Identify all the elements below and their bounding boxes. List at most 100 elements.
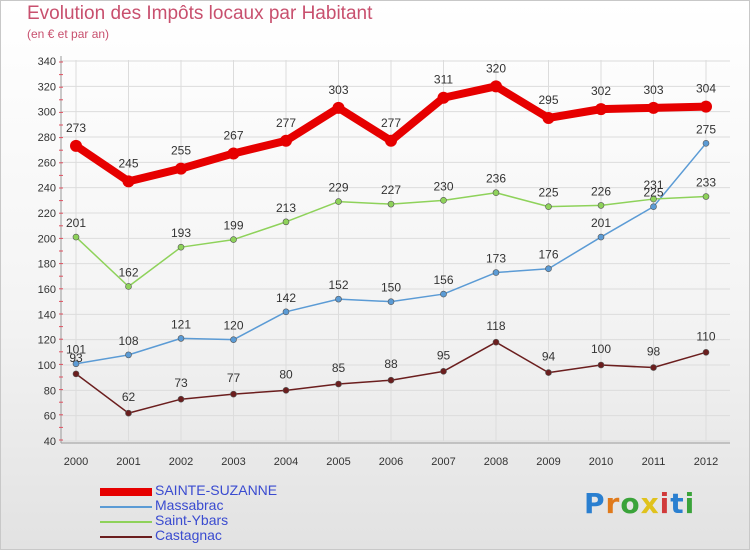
y-tick-label: 260 bbox=[38, 157, 56, 169]
y-tick-label: 300 bbox=[38, 107, 56, 119]
legend-label: Castagnac bbox=[155, 527, 222, 543]
data-label-sainte-suzanne: 302 bbox=[591, 84, 611, 98]
data-label-castagnac: 88 bbox=[384, 357, 398, 371]
data-label-castagnac: 80 bbox=[279, 367, 293, 381]
y-tick-label: 140 bbox=[38, 309, 56, 321]
data-point-massabrac bbox=[230, 336, 237, 343]
data-point-sainte-suzanne bbox=[332, 101, 345, 114]
data-label-massabrac: 173 bbox=[486, 252, 506, 266]
chart-title: Evolution des Impôts locaux par Habitant bbox=[27, 3, 373, 24]
data-label-saint-ybars: 225 bbox=[538, 186, 558, 200]
proxiti-logo: Proxiti bbox=[584, 487, 696, 520]
data-point-sainte-suzanne bbox=[647, 101, 660, 114]
data-label-saint-ybars: 233 bbox=[696, 176, 716, 190]
data-label-saint-ybars: 162 bbox=[118, 265, 138, 279]
y-tick-label: 120 bbox=[38, 335, 56, 347]
data-point-sainte-suzanne bbox=[595, 103, 607, 116]
data-label-massabrac: 275 bbox=[696, 122, 716, 136]
data-label-castagnac: 118 bbox=[486, 319, 505, 333]
data-point-massabrac bbox=[702, 140, 710, 147]
data-point-castagnac bbox=[492, 338, 500, 346]
data-point-castagnac bbox=[440, 368, 447, 375]
x-tick-label: 2009 bbox=[536, 456, 560, 468]
x-tick-label: 2004 bbox=[274, 456, 298, 468]
grid-layer bbox=[61, 60, 730, 442]
data-label-castagnac: 94 bbox=[542, 350, 556, 364]
data-point-sainte-suzanne bbox=[542, 111, 555, 124]
data-point-sainte-suzanne bbox=[227, 147, 240, 160]
y-tick-label: 280 bbox=[38, 132, 56, 144]
data-point-massabrac bbox=[440, 290, 447, 298]
data-label-castagnac: 110 bbox=[696, 329, 715, 343]
x-tick-label: 2008 bbox=[484, 456, 508, 468]
chart-subtitle: (en € et par an) bbox=[27, 27, 110, 41]
data-point-massabrac bbox=[492, 269, 500, 276]
legend-swatch bbox=[100, 521, 152, 523]
legend-label: SAINTE-SUZANNE bbox=[155, 482, 278, 498]
data-point-massabrac bbox=[597, 233, 605, 241]
data-label-castagnac: 62 bbox=[122, 390, 136, 404]
labels-layer: 40 60 80 100 120 140 160 180 200 220 240 260 280 300 3… bbox=[38, 56, 719, 468]
data-label-sainte-suzanne: 273 bbox=[66, 121, 86, 135]
data-point-massabrac bbox=[125, 351, 132, 359]
data-label-massabrac: 120 bbox=[223, 319, 243, 333]
data-point-sainte-suzanne bbox=[122, 175, 135, 188]
data-label-sainte-suzanne: 245 bbox=[118, 156, 138, 170]
data-point-massabrac bbox=[545, 265, 552, 273]
data-label-saint-ybars: 213 bbox=[276, 201, 296, 215]
data-label-saint-ybars: 199 bbox=[223, 219, 243, 233]
data-point-castagnac bbox=[230, 390, 237, 398]
y-tick-label: 240 bbox=[38, 183, 56, 195]
data-label-saint-ybars: 229 bbox=[328, 181, 348, 195]
data-point-castagnac bbox=[335, 380, 342, 388]
y-tick-label: 220 bbox=[38, 208, 56, 220]
y-tick-label: 200 bbox=[38, 233, 56, 245]
data-label-saint-ybars: 226 bbox=[591, 184, 611, 198]
y-tick-label: 160 bbox=[38, 284, 56, 296]
y-tick-label: 180 bbox=[38, 259, 56, 271]
legend-label: Massabrac bbox=[155, 497, 224, 513]
data-label-massabrac: 150 bbox=[381, 281, 401, 295]
data-label-sainte-suzanne: 267 bbox=[223, 128, 243, 142]
legend-swatch bbox=[100, 488, 152, 496]
data-point-saint-ybars bbox=[702, 193, 710, 200]
data-label-massabrac: 201 bbox=[591, 216, 611, 230]
data-point-sainte-suzanne bbox=[437, 91, 450, 104]
data-label-massabrac: 142 bbox=[276, 291, 296, 305]
data-point-sainte-suzanne bbox=[280, 134, 292, 147]
data-label-saint-ybars: 227 bbox=[381, 183, 401, 197]
data-label-massabrac: 121 bbox=[171, 317, 191, 331]
data-label-sainte-suzanne: 303 bbox=[643, 83, 663, 97]
data-label-sainte-suzanne: 255 bbox=[171, 144, 191, 158]
data-label-massabrac: 156 bbox=[433, 273, 453, 287]
data-point-castagnac bbox=[177, 395, 185, 403]
data-label-sainte-suzanne: 277 bbox=[381, 116, 401, 130]
y-tick-label: 40 bbox=[44, 436, 56, 448]
data-label-castagnac: 73 bbox=[174, 376, 188, 390]
legend-label: Saint-Ybars bbox=[155, 512, 229, 528]
data-label-saint-ybars: 193 bbox=[171, 226, 191, 240]
data-point-massabrac bbox=[387, 298, 395, 305]
data-label-sainte-suzanne: 311 bbox=[434, 73, 453, 87]
x-tick-label: 2005 bbox=[326, 456, 350, 468]
data-point-massabrac bbox=[177, 335, 185, 342]
data-point-saint-ybars bbox=[545, 203, 552, 210]
data-label-saint-ybars: 201 bbox=[66, 216, 86, 230]
data-point-saint-ybars bbox=[650, 195, 657, 203]
x-tick-label: 2001 bbox=[116, 456, 140, 468]
x-tick-label: 2000 bbox=[64, 456, 88, 468]
data-label-sainte-suzanne: 320 bbox=[486, 61, 506, 75]
data-label-massabrac: 152 bbox=[328, 278, 348, 292]
data-point-castagnac bbox=[650, 364, 657, 371]
data-point-castagnac bbox=[125, 409, 132, 417]
y-tick-label: 320 bbox=[38, 81, 56, 93]
data-point-massabrac bbox=[72, 360, 80, 368]
x-tick-label: 2006 bbox=[379, 456, 403, 468]
y-tick-label: 80 bbox=[44, 385, 56, 397]
data-label-castagnac: 77 bbox=[227, 371, 241, 385]
y-tick-label: 100 bbox=[38, 360, 56, 372]
data-point-saint-ybars bbox=[125, 283, 132, 290]
data-label-massabrac: 108 bbox=[118, 334, 138, 348]
data-point-massabrac bbox=[282, 308, 290, 316]
